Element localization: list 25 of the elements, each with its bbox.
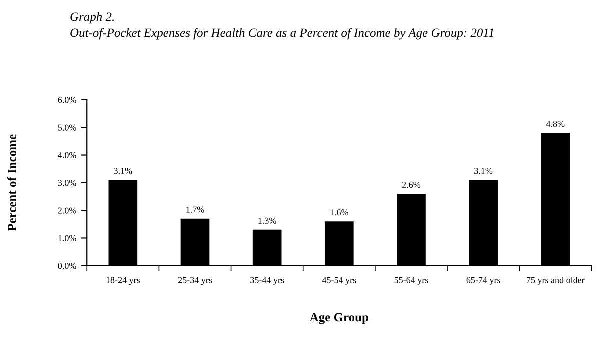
y-tick-label: 0.0% [58, 263, 76, 270]
x-tick-label: 75 yrs and older [527, 276, 585, 286]
x-tick-label: 55-64 yrs [394, 277, 428, 286]
y-tick-label: 4.0% [58, 152, 76, 159]
x-tick-label: 65-74 yrs [466, 277, 500, 286]
x-tick-label: 45-54 yrs [322, 277, 356, 286]
data-label: 3.1% [474, 168, 493, 174]
x-tick-label: 25-34 yrs [178, 277, 212, 286]
y-axis-title: Percent of Income [8, 134, 16, 232]
y-tick-label: 1.0% [58, 235, 76, 242]
x-tick-label: 35-44 yrs [250, 277, 284, 286]
y-tick-label: 3.0% [58, 180, 76, 186]
data-label: 4.8% [546, 121, 565, 128]
data-label: 2.6% [402, 182, 421, 188]
data-label: 1.7% [186, 206, 204, 213]
y-tick-label: 2.0% [58, 208, 76, 214]
y-tick-label: 5.0% [58, 124, 76, 131]
x-tick-label: 18-24 yrs [106, 277, 140, 286]
data-label: 1.3% [258, 218, 276, 224]
y-tick-label: 6.0% [58, 97, 76, 104]
chart-title: Graph 2. [70, 12, 114, 24]
x-axis-title: Age Group [310, 313, 368, 324]
chart-subtitle: Out-of-Pocket Expenses for Health Care as a Percent of Income by Age Group: 2011 [70, 28, 494, 40]
data-label: 3.1% [114, 168, 132, 174]
data-label: 1.6% [330, 210, 348, 216]
